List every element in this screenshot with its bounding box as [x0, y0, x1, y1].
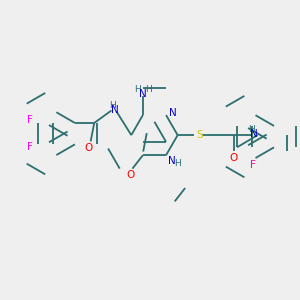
Text: H: H	[174, 159, 181, 168]
Text: O: O	[230, 153, 238, 163]
Text: F: F	[27, 142, 32, 152]
Text: F: F	[27, 115, 32, 125]
Text: N: N	[250, 129, 257, 139]
Text: N: N	[139, 89, 147, 99]
Text: N: N	[169, 108, 176, 118]
Text: N: N	[167, 156, 175, 166]
Text: H: H	[249, 125, 255, 134]
Text: H: H	[110, 101, 116, 110]
Text: H: H	[145, 85, 152, 94]
Text: N: N	[111, 106, 119, 116]
Text: H: H	[134, 85, 141, 94]
Text: F: F	[250, 160, 256, 170]
Text: O: O	[84, 143, 92, 153]
Text: S: S	[196, 130, 203, 140]
Text: O: O	[127, 170, 135, 180]
